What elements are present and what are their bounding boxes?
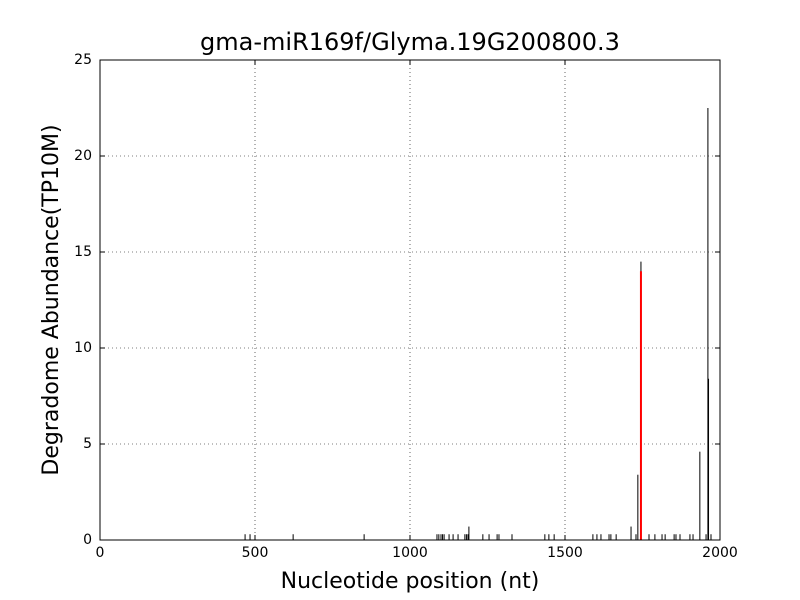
plot-frame [99,59,721,541]
y-tick-label: 10 [74,340,92,356]
y-tick-label: 15 [74,244,92,260]
y-axis-label: Degradome Abundance(TP10M) [39,124,64,475]
x-tick-label: 500 [242,545,269,561]
y-tick-label: 5 [83,436,92,452]
y-tick-label: 0 [83,532,92,548]
x-tick-label: 2000 [702,545,738,561]
x-tick-label: 1500 [547,545,583,561]
x-tick-label: 1000 [392,545,428,561]
chart-title: gma-miR169f/Glyma.19G200800.3 [200,28,620,56]
y-tick-label: 20 [74,148,92,164]
x-axis-label: Nucleotide position (nt) [281,569,540,594]
x-tick-label: 0 [96,545,105,561]
y-tick-label: 25 [74,52,92,68]
